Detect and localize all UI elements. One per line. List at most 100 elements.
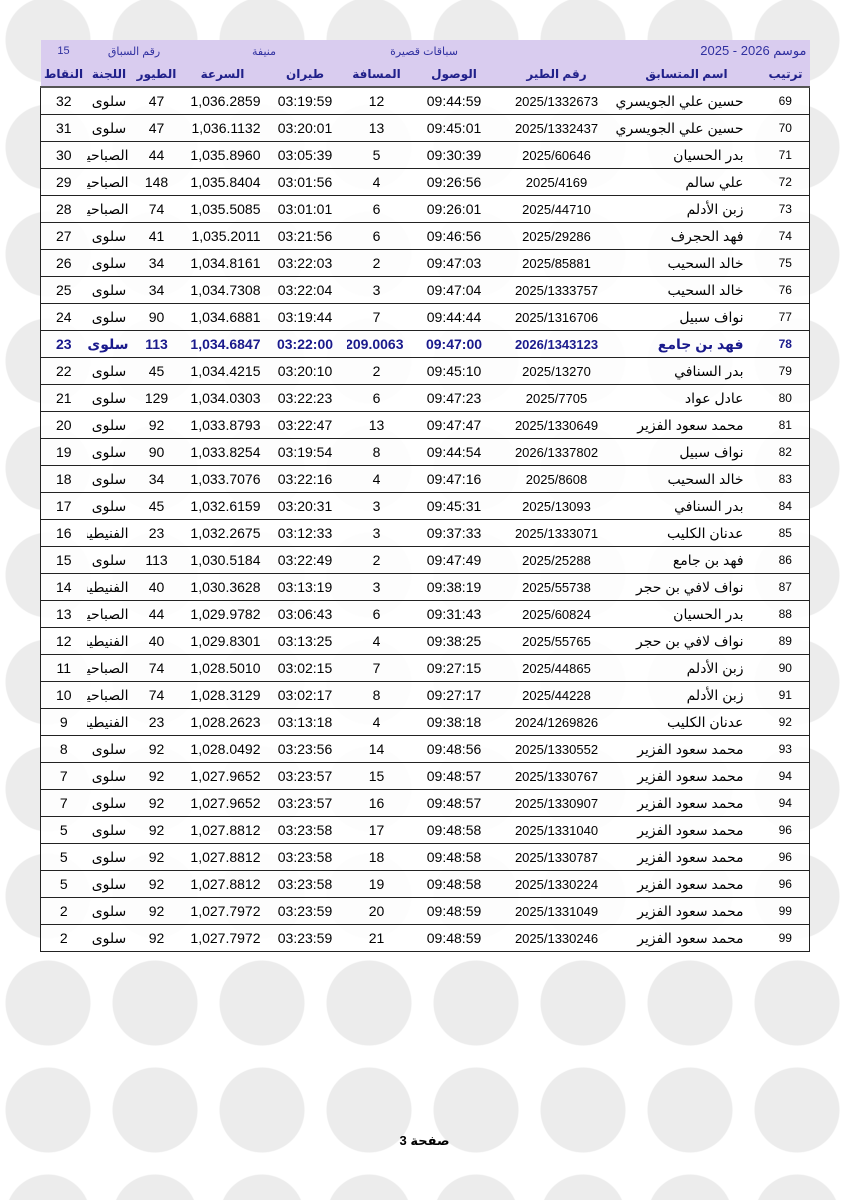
distance-cell: 14	[346, 735, 407, 763]
birds-cell: 44	[131, 600, 182, 628]
distance-cell: 18	[346, 843, 407, 871]
loft-cell: سلوى	[86, 735, 132, 763]
arrival-cell: 09:47:47	[406, 411, 502, 439]
race-number-label: رقم السباق	[86, 40, 182, 62]
column-header: اللجنة	[86, 62, 132, 88]
result-row: 84 بدر السنافي 2025/13093 09:45:31 3 03:20:31…	[40, 492, 811, 520]
result-row: 82 نواف سبيل 2026/1337802 09:44:54 8 03:19:54…	[40, 438, 811, 466]
rank-cell: 96	[761, 843, 811, 871]
result-row: 99 محمد سعود الفزير 2025/1331049 09:48:59 20…	[40, 897, 811, 925]
loft-cell: الصباحية	[86, 654, 132, 682]
flight-cell: 03:19:44	[263, 303, 347, 331]
arrival-cell: 09:47:49	[406, 546, 502, 574]
result-row: 80 عادل عواد 2025/7705 09:47:23 6 03:22:23 1,0…	[40, 384, 811, 412]
name-cell: نواف لافي بن حجر	[611, 573, 762, 601]
speed-cell: 1,032.6159	[181, 492, 264, 520]
loft-cell: سلوى	[86, 924, 132, 952]
birds-cell: 92	[131, 411, 182, 439]
flight-cell: 03:21:56	[263, 222, 347, 250]
distance-cell: 3	[346, 519, 407, 547]
birds-cell: 74	[131, 654, 182, 682]
name-cell: خالد السحيب	[611, 249, 762, 277]
result-row: 96 محمد سعود الفزير 2025/1331040 09:48:58 17…	[40, 816, 811, 844]
race-number: 15	[40, 40, 87, 62]
birds-cell: 90	[131, 303, 182, 331]
points-cell: 29	[40, 168, 87, 196]
flight-cell: 03:23:57	[263, 762, 347, 790]
results-table: موسم 2026 - 2025 سباقات قصيرة منيفة رقم …	[40, 40, 811, 952]
race-type: سباقات قصيرة	[346, 40, 502, 62]
ring-cell: 2025/1330787	[501, 843, 612, 871]
birds-cell: 40	[131, 627, 182, 655]
ring-cell: 2025/25288	[501, 546, 612, 574]
name-cell: بدر الحسيان	[611, 141, 762, 169]
distance-cell: 17	[346, 816, 407, 844]
result-row: 78 فهد بن جامع 2026/1343123 09:47:00 209.006…	[40, 330, 811, 358]
speed-cell: 1,030.3628	[181, 573, 264, 601]
result-row: 71 بدر الحسيان 2025/60646 09:30:39 5 03:05:39…	[40, 141, 811, 169]
rank-cell: 88	[761, 600, 811, 628]
loft-cell: سلوى	[86, 870, 132, 898]
loft-cell: سلوى	[86, 249, 132, 277]
speed-cell: 1,032.2675	[181, 519, 264, 547]
ring-cell: 2025/60824	[501, 600, 612, 628]
ring-cell: 2025/4169	[501, 168, 612, 196]
loft-cell: الفنيطيس	[86, 573, 132, 601]
result-row: 91 زبن الأدلم 2025/44228 09:27:17 8 03:02:17 1…	[40, 681, 811, 709]
ring-cell: 2025/1332437	[501, 114, 612, 142]
birds-cell: 45	[131, 357, 182, 385]
loft-cell: سلوى	[86, 222, 132, 250]
distance-cell: 209.0063	[346, 330, 407, 358]
arrival-cell: 09:48:58	[406, 870, 502, 898]
birds-cell: 92	[131, 789, 182, 817]
loft-cell: سلوى	[86, 276, 132, 304]
birds-cell: 92	[131, 843, 182, 871]
birds-cell: 113	[131, 330, 182, 358]
birds-cell: 45	[131, 492, 182, 520]
ring-cell: 2026/1343123	[501, 330, 612, 358]
loft-cell: سلوى	[86, 87, 132, 115]
loft-cell: سلوى	[86, 357, 132, 385]
distance-cell: 12	[346, 87, 407, 115]
speed-cell: 1,033.7076	[181, 465, 264, 493]
speed-cell: 1,034.4215	[181, 357, 264, 385]
result-row: 86 فهد بن جامع 2025/25288 09:47:49 2 03:22:49…	[40, 546, 811, 574]
name-cell: زبن الأدلم	[611, 654, 762, 682]
name-cell: نواف سبيل	[611, 303, 762, 331]
race-info-row: موسم 2026 - 2025 سباقات قصيرة منيفة رقم …	[40, 40, 810, 62]
points-cell: 12	[40, 627, 87, 655]
points-cell: 5	[40, 816, 87, 844]
rank-cell: 94	[761, 762, 811, 790]
birds-cell: 129	[131, 384, 182, 412]
flight-cell: 03:22:00	[263, 330, 347, 358]
points-cell: 18	[40, 465, 87, 493]
result-row: 83 خالد السحيب 2025/8608 09:47:16 4 03:22:16 1…	[40, 465, 811, 493]
name-cell: خالد السحيب	[611, 465, 762, 493]
points-cell: 24	[40, 303, 87, 331]
season: موسم 2026 - 2025	[611, 40, 810, 62]
rank-cell: 94	[761, 789, 811, 817]
result-row: 76 خالد السحيب 2025/1333757 09:47:04 3 03:22:…	[40, 276, 811, 304]
speed-cell: 1,027.8812	[181, 816, 264, 844]
points-cell: 27	[40, 222, 87, 250]
distance-cell: 3	[346, 492, 407, 520]
loft-cell: الصباحية	[86, 195, 132, 223]
points-cell: 14	[40, 573, 87, 601]
loft-cell: الصباحية	[86, 600, 132, 628]
arrival-cell: 09:48:56	[406, 735, 502, 763]
flight-cell: 03:23:58	[263, 843, 347, 871]
loft-cell: الصباحية	[86, 168, 132, 196]
speed-cell: 1,036.2859	[181, 87, 264, 115]
arrival-cell: 09:27:17	[406, 681, 502, 709]
birds-cell: 47	[131, 87, 182, 115]
name-cell: حسين علي الجويسري	[611, 114, 762, 142]
ring-cell: 2025/1330246	[501, 924, 612, 952]
result-row: 77 نواف سبيل 2025/1316706 09:44:44 7 03:19:44…	[40, 303, 811, 331]
rank-cell: 82	[761, 438, 811, 466]
birds-cell: 40	[131, 573, 182, 601]
distance-cell: 2	[346, 357, 407, 385]
rank-cell: 89	[761, 627, 811, 655]
speed-cell: 1,033.8793	[181, 411, 264, 439]
name-cell: محمد سعود الفزير	[611, 735, 762, 763]
flight-cell: 03:20:01	[263, 114, 347, 142]
